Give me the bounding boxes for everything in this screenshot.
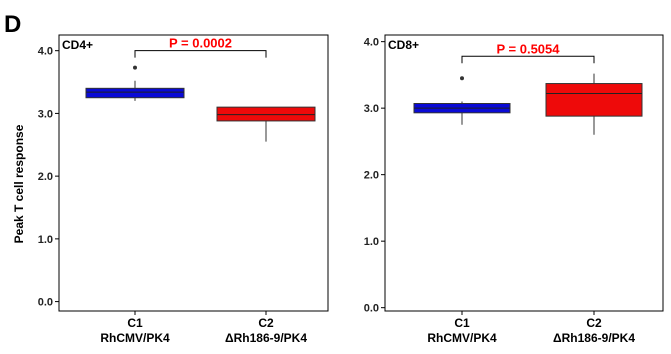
significance-bracket: [461, 55, 595, 64]
x-tick-name: RhCMV/PK4: [427, 331, 497, 345]
y-tick-label: 1.0: [364, 236, 379, 248]
figure-letter: D: [4, 11, 21, 38]
y-tick-label: 0.0: [364, 303, 379, 315]
outlier-point: [133, 65, 137, 70]
y-tick-label: 0.0: [38, 297, 53, 309]
y-tick-label: 2.0: [364, 170, 379, 182]
p-value-label: P = 0.0002: [169, 36, 232, 51]
plot-frame: [384, 34, 664, 312]
box-iqr: [216, 106, 316, 122]
panel-label: CD8+: [388, 38, 419, 52]
x-tick-code: C2: [586, 316, 602, 330]
box-C1: [413, 76, 511, 125]
box-C1: [85, 65, 185, 101]
p-value-label: P = 0.5054: [496, 41, 560, 56]
plot-frame: [58, 34, 329, 312]
y-axis-label: Peak T cell response: [12, 124, 26, 243]
box-plot-panels: CD4+0.01.02.03.04.0C1RhCMV/PK4C2ΔRh186-9…: [38, 34, 664, 345]
outlier-point: [460, 76, 464, 81]
y-tick-label: 3.0: [38, 108, 53, 120]
y-tick-label: 4.0: [364, 37, 379, 49]
x-tick-name: ΔRh186-9/PK4: [553, 331, 635, 345]
x-tick-code: C1: [454, 316, 470, 330]
y-tick-label: 2.0: [38, 171, 53, 183]
box-iqr: [85, 87, 185, 99]
box-C2: [545, 73, 643, 135]
y-tick-label: 4.0: [38, 46, 53, 58]
panel-label: CD4+: [62, 38, 93, 52]
x-tick-name: ΔRh186-9/PK4: [225, 331, 307, 345]
y-tick-label: 1.0: [38, 234, 53, 246]
x-tick-code: C2: [258, 316, 274, 330]
box-C2: [216, 106, 316, 142]
significance-bracket: [134, 50, 267, 58]
x-tick-name: RhCMV/PK4: [100, 331, 170, 345]
x-tick-code: C1: [127, 316, 143, 330]
y-tick-label: 3.0: [364, 103, 379, 115]
box-iqr: [545, 83, 643, 117]
